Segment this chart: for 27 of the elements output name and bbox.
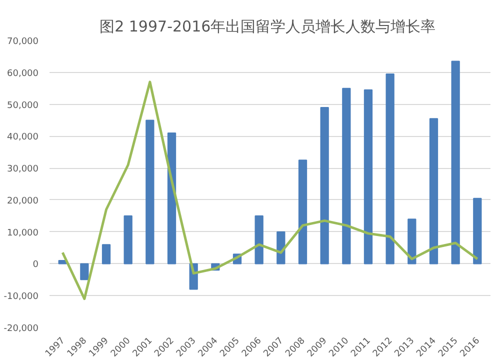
y-tick-label: 70,000 xyxy=(7,37,39,47)
y-tick-label: 60,000 xyxy=(7,68,39,79)
bar xyxy=(451,60,460,264)
y-tick-label: 40,000 xyxy=(7,132,39,143)
bar xyxy=(429,118,438,264)
chart-title: 图2 1997-2016年出国留学人员增长人数与增长率 xyxy=(100,18,436,36)
bar xyxy=(80,263,89,280)
bar xyxy=(298,160,308,264)
y-tick-label: 30,000 xyxy=(7,164,39,175)
y-tick-label: 50,000 xyxy=(7,100,39,111)
y-tick-label: -20,000 xyxy=(4,324,39,334)
bar xyxy=(167,132,176,264)
y-tick-label: 0 xyxy=(32,260,39,270)
bar xyxy=(320,106,329,264)
bar xyxy=(124,215,132,264)
bar xyxy=(342,88,351,264)
bar xyxy=(473,198,482,264)
y-tick-label: 20,000 xyxy=(7,196,39,206)
bar xyxy=(102,244,111,264)
bar xyxy=(146,120,154,264)
y-tick-label: 10,000 xyxy=(7,228,39,238)
y-tick-label: -10,000 xyxy=(4,292,39,302)
bar xyxy=(254,215,264,264)
bar xyxy=(408,218,416,264)
line-series xyxy=(61,80,479,300)
bar xyxy=(386,73,394,264)
bar xyxy=(364,89,373,264)
